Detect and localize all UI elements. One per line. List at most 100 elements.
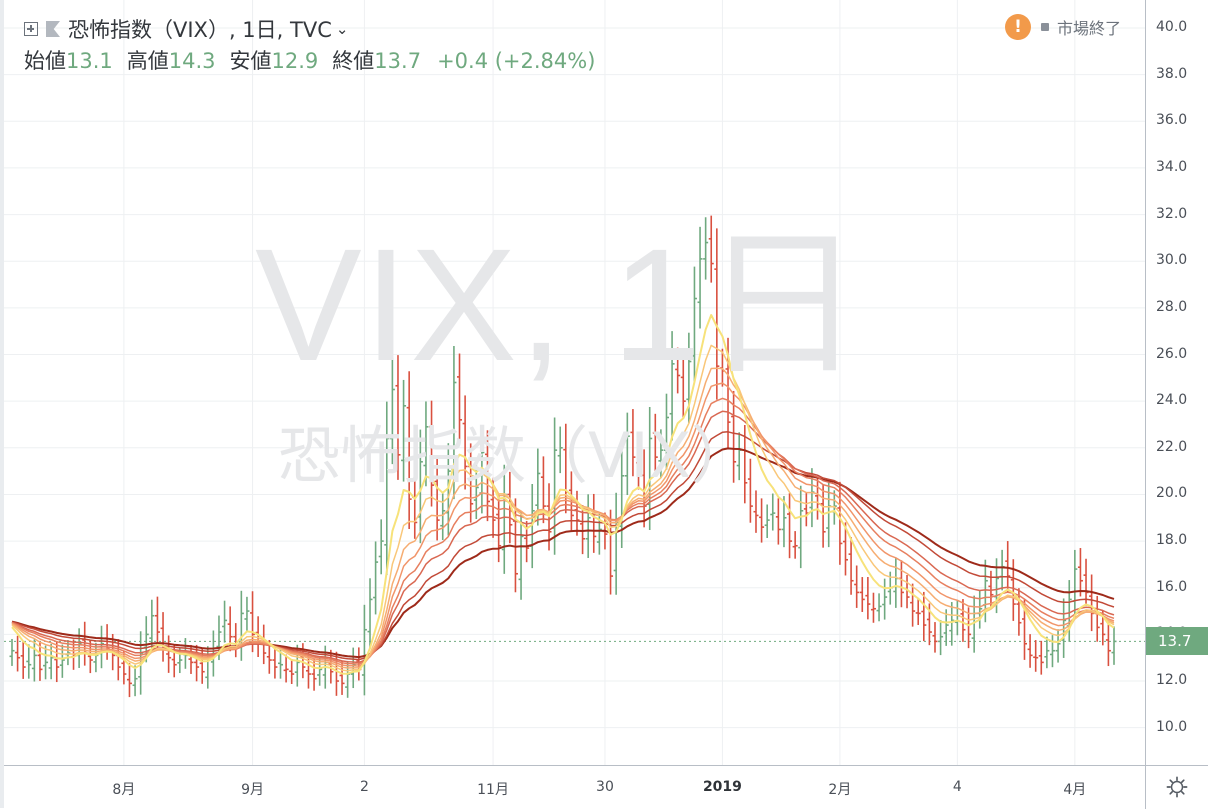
- ohlc-bar: [636, 443, 642, 490]
- ohlc-bar: [837, 481, 843, 565]
- ohlc-bar: [630, 409, 636, 477]
- market-status[interactable]: ! 市場終了: [1005, 14, 1121, 40]
- ohlc-bar: [367, 578, 373, 649]
- ohlc-bar: [703, 217, 709, 280]
- ohlc-bar: [585, 494, 591, 558]
- time-tick-label: 2019: [702, 779, 742, 795]
- ohlc-bar: [423, 401, 429, 487]
- ohlc-bar: [960, 599, 966, 642]
- flag-icon[interactable]: [46, 21, 60, 37]
- ohlc-bar: [238, 590, 244, 661]
- ohlc-bar: [708, 215, 714, 283]
- symbol-watermark: VIX, 1日: [255, 215, 865, 394]
- ohlc-bar: [753, 490, 759, 533]
- change-value: +0.4 (+2.84%): [437, 49, 596, 73]
- ohlc-bar: [1105, 621, 1111, 667]
- symbol-title[interactable]: 恐怖指数（VIX）, 1日, TVC: [68, 18, 332, 42]
- time-tick-label: 2: [359, 779, 369, 795]
- ohlc-bar: [132, 665, 138, 697]
- ohlc-bar: [870, 592, 876, 623]
- ohlc-bar: [949, 602, 955, 646]
- open-label: 始値: [24, 49, 66, 73]
- ohlc-bar: [222, 600, 228, 643]
- ohlc-bar: [154, 596, 160, 648]
- ohlc-bar: [26, 644, 32, 679]
- ohlc-bar: [389, 358, 395, 465]
- ohlc-bar: [457, 353, 463, 439]
- ohlc-bar: [496, 494, 502, 563]
- ohlc-bar: [848, 537, 854, 595]
- ohlc-bar: [943, 609, 949, 646]
- ohlc-bar: [999, 549, 1005, 591]
- ohlc-bar: [787, 493, 793, 559]
- grid-lines: [4, 0, 1145, 765]
- ema-line-20: [11, 382, 1115, 667]
- close-label: 終値: [332, 49, 375, 73]
- ohlc-bar: [624, 412, 630, 496]
- ohlc-bar: [815, 476, 821, 520]
- ohlc-bar: [272, 645, 278, 679]
- ohlc-bar: [15, 635, 21, 672]
- ohlc-bar: [361, 604, 367, 696]
- time-tick-label: 9月: [241, 782, 264, 798]
- price-tick-label: 22.0: [1156, 438, 1188, 455]
- ohlc-bar: [921, 591, 927, 642]
- ohlc-bar: [20, 641, 26, 679]
- ohlc-bar: [395, 355, 401, 480]
- ohlc-bar: [854, 565, 860, 608]
- add-symbol-icon[interactable]: [24, 22, 38, 36]
- name-watermark: 恐怖指数（VIX）: [278, 419, 754, 492]
- price-tick-label: 34.0: [1156, 158, 1188, 175]
- ohlc-bar: [166, 635, 172, 673]
- ohlc-bar: [1044, 636, 1050, 669]
- ohlc-bar: [669, 331, 675, 441]
- ohlc-bar: [434, 456, 440, 541]
- ohlc-bar: [507, 471, 513, 544]
- ema-line-40: [11, 431, 1115, 661]
- ohlc-bar: [311, 659, 317, 691]
- ohlc-bar: [915, 598, 921, 626]
- ohlc-bar: [283, 654, 289, 683]
- price-tick-label: 38.0: [1156, 65, 1188, 82]
- ohlc-bar: [1089, 574, 1095, 632]
- ohlc-bar: [1027, 634, 1033, 668]
- ohlc-bar: [384, 401, 390, 575]
- low-value: 12.9: [271, 49, 319, 73]
- price-tick-label: 12.0: [1156, 672, 1188, 689]
- ohlc-bar: [842, 522, 848, 576]
- settings-corner[interactable]: [1145, 765, 1208, 809]
- ohlc-bar: [977, 590, 983, 629]
- ema-line-16: [11, 367, 1115, 669]
- ohlc-bar: [160, 612, 166, 662]
- ohlc-bar: [1055, 629, 1061, 663]
- warning-icon[interactable]: !: [1005, 14, 1031, 40]
- ohlc-bar: [781, 496, 787, 548]
- gear-icon[interactable]: [1166, 776, 1188, 798]
- ohlc-bar: [798, 485, 804, 569]
- ohlc-bar: [898, 560, 904, 608]
- ema-line-8: [11, 314, 1115, 675]
- ohlc-bar: [859, 577, 865, 612]
- ohlc-bar: [882, 578, 888, 620]
- ohlc-bar: [557, 426, 563, 474]
- ohlc-bar: [233, 623, 239, 658]
- ohlc-bar: [820, 484, 826, 548]
- time-axis[interactable]: 8月 9月 2 11月 30 2019 2月 4 4月: [4, 765, 1145, 809]
- time-tick-label: 30: [596, 779, 614, 795]
- ema-ribbon: [11, 314, 1115, 675]
- market-status-text: 市場終了: [1057, 19, 1122, 38]
- ohlc-bar: [462, 395, 468, 490]
- price-chart-plot[interactable]: [4, 0, 1145, 765]
- ohlc-bar: [429, 400, 435, 507]
- price-tick-label: 30.0: [1156, 252, 1188, 269]
- chevron-down-icon[interactable]: ⌄: [335, 20, 349, 38]
- ohlc-bar: [731, 390, 737, 483]
- ohlc-bar: [613, 492, 619, 595]
- high-value: 14.3: [168, 49, 216, 73]
- ohlc-bar: [244, 596, 250, 631]
- ohlc-bar: [938, 619, 944, 656]
- symbol-legend[interactable]: 恐怖指数（VIX）, 1日, TVC ⌄: [24, 14, 348, 44]
- ohlc-bar: [893, 558, 899, 608]
- ohlc-bar: [1033, 640, 1039, 672]
- ohlc-bar: [1049, 635, 1055, 668]
